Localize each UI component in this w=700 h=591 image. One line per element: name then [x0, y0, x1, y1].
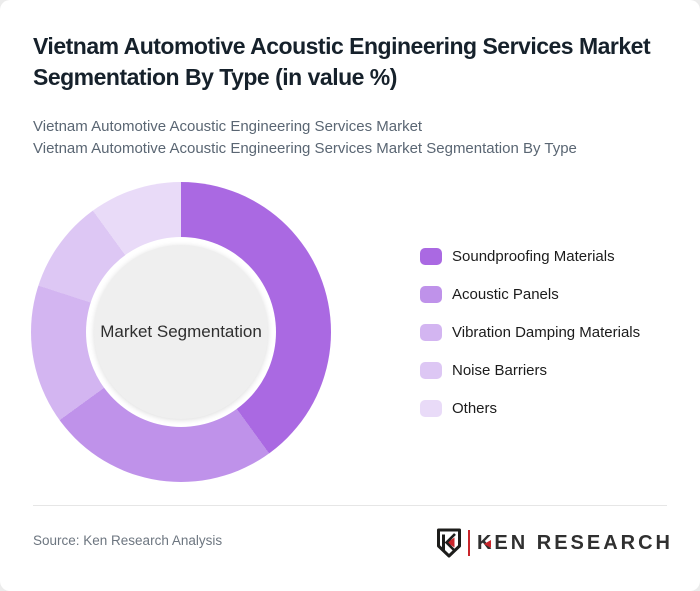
legend-label: Others [452, 399, 498, 417]
legend-label: Acoustic Panels [452, 285, 559, 303]
donut-hole: Market Segmentation [86, 237, 276, 427]
legend-item: Soundproofing Materials [420, 247, 640, 265]
legend-swatch [420, 323, 442, 341]
legend-item: Acoustic Panels [420, 285, 640, 303]
ken-research-logo: KEN RESEARCH [436, 527, 673, 559]
source-note: Source: Ken Research Analysis [33, 533, 223, 548]
legend-label: Vibration Damping Materials [452, 323, 641, 341]
legend-item: Vibration Damping Materials [420, 323, 640, 341]
logo-wordmark: KEN RESEARCH [476, 531, 673, 554]
legend-item: Others [420, 399, 640, 417]
logo-divider [467, 530, 470, 556]
footer-divider [33, 505, 667, 506]
page-title: Vietnam Automotive Acoustic Engineering … [33, 33, 651, 90]
donut-center-label: Market Segmentation [100, 322, 262, 341]
legend-label: Soundproofing Materials [452, 247, 615, 265]
legend-swatch [420, 247, 442, 265]
shield-k-icon [436, 528, 461, 558]
subtitle-line-1: Vietnam Automotive Acoustic Engineering … [33, 118, 423, 135]
legend-swatch [420, 399, 442, 417]
donut-center: Market Segmentation [94, 245, 268, 419]
subtitle-line-2: Vietnam Automotive Acoustic Engineering … [33, 140, 577, 157]
legend-swatch [420, 361, 442, 379]
legend-item: Noise Barriers [420, 361, 640, 379]
donut-chart: Market Segmentation [31, 182, 331, 482]
legend-label: Noise Barriers [452, 361, 548, 379]
legend-swatch [420, 285, 442, 303]
logo-k-triangle-icon [483, 540, 491, 548]
chart-subtitles: Vietnam Automotive Acoustic Engineering … [33, 116, 673, 160]
chart-legend: Soundproofing Materials Acoustic Panels … [420, 247, 640, 417]
